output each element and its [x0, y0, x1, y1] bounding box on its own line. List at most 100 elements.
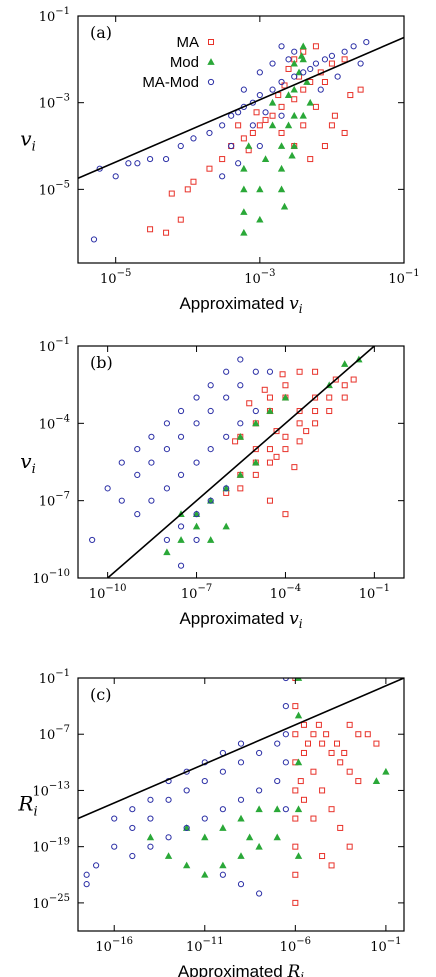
y-axis-label-var: v — [20, 127, 32, 151]
data-point — [285, 65, 292, 72]
x-tick-label: 10−1 — [388, 268, 419, 287]
data-point — [350, 376, 357, 383]
tick-base: 10 — [32, 572, 49, 587]
data-point — [278, 78, 285, 86]
tick-exponent: −7 — [55, 491, 70, 502]
legend-entry-text: MA-Mod — [142, 74, 199, 91]
data-point — [223, 433, 230, 440]
data-point — [292, 871, 299, 878]
data-point — [294, 852, 303, 859]
data-point — [237, 796, 245, 803]
tick-exponent: −5 — [117, 268, 132, 279]
legend-label: MA — [177, 34, 200, 51]
data-point — [328, 862, 335, 869]
tick-base: 10 — [32, 841, 49, 856]
data-point — [206, 129, 213, 137]
y-tick-label: 10−4 — [39, 413, 70, 432]
data-point — [182, 861, 191, 869]
data-point — [129, 852, 136, 860]
data-point — [278, 112, 285, 119]
data-point — [232, 438, 239, 445]
data-point — [240, 164, 248, 172]
x-axis-label-var: v — [289, 294, 299, 314]
data-point — [282, 759, 289, 766]
chart-panel-1: 10−5 10−3 10−110−510−310−1(a)Approximated … — [20, 6, 419, 316]
data-point — [300, 721, 307, 728]
data-point — [207, 407, 214, 415]
data-point — [282, 382, 289, 389]
x-axis-label: Approximated vi — [179, 294, 302, 316]
data-point — [83, 871, 90, 878]
data-point — [240, 86, 247, 93]
data-point — [148, 433, 155, 440]
data-point — [262, 116, 269, 123]
data-point — [341, 749, 348, 756]
x-axis-label-var: R — [286, 962, 300, 977]
data-point — [219, 156, 226, 163]
tick-base: 10 — [280, 940, 297, 955]
data-point — [319, 740, 326, 747]
data-point — [249, 122, 256, 129]
data-point — [207, 446, 214, 453]
data-point — [321, 143, 328, 150]
data-point — [240, 228, 248, 236]
data-point — [162, 155, 170, 163]
tick-exponent: −19 — [49, 837, 70, 848]
data-point — [300, 122, 307, 129]
reference-line — [78, 678, 404, 820]
data-point — [312, 103, 319, 110]
data-point — [256, 69, 263, 76]
data-point — [278, 129, 285, 136]
data-point — [256, 142, 263, 150]
data-point — [285, 56, 292, 63]
data-point — [183, 768, 190, 775]
data-point — [256, 787, 263, 794]
data-point — [303, 428, 310, 435]
y-axis-label-var: R — [17, 792, 33, 816]
y-axis-label-sub: i — [33, 805, 37, 820]
data-point — [281, 82, 288, 89]
tick-base: 10 — [370, 940, 387, 955]
x-tick-label: 10−10 — [89, 583, 127, 602]
data-point — [111, 815, 118, 822]
data-point — [163, 446, 171, 453]
y-tick-label: 10−13 — [32, 780, 70, 799]
data-point — [134, 160, 141, 167]
x-axis-label-sub: i — [299, 617, 303, 631]
data-point — [207, 497, 214, 504]
data-point — [219, 806, 226, 813]
data-point — [96, 165, 103, 172]
series-ma-mod — [90, 38, 370, 243]
tick-base: 10 — [95, 940, 112, 955]
data-point — [235, 160, 242, 167]
data-point — [346, 843, 353, 850]
data-point — [245, 142, 253, 149]
data-point — [296, 438, 303, 445]
data-point — [300, 749, 307, 756]
data-point — [118, 497, 125, 504]
data-point — [164, 852, 173, 859]
legend-marker — [207, 78, 215, 86]
x-axis-label: Approximated Ri — [178, 962, 304, 977]
data-point — [282, 703, 289, 710]
data-point — [290, 59, 298, 67]
data-point — [294, 678, 303, 681]
chart-panel-3: 10−16 10−11 10−6 10−110−2510−1910−1310−710−… — [17, 668, 405, 977]
data-point — [328, 52, 336, 60]
data-point — [291, 96, 298, 103]
tick-exponent: −10 — [105, 583, 126, 594]
data-point — [328, 122, 335, 129]
data-point — [134, 471, 141, 478]
data-point — [284, 91, 293, 98]
data-point — [236, 432, 244, 440]
x-tick-label: 10−11 — [186, 936, 224, 955]
data-point — [163, 229, 170, 236]
data-point — [89, 536, 96, 544]
data-point — [303, 78, 311, 85]
data-point — [296, 408, 303, 415]
chart-panel-2: 10−10 10−7 10−4 10−110−1010−710−410−1(b)App… — [20, 336, 405, 631]
data-point — [299, 55, 307, 63]
data-point — [256, 749, 263, 757]
data-point — [268, 98, 277, 106]
